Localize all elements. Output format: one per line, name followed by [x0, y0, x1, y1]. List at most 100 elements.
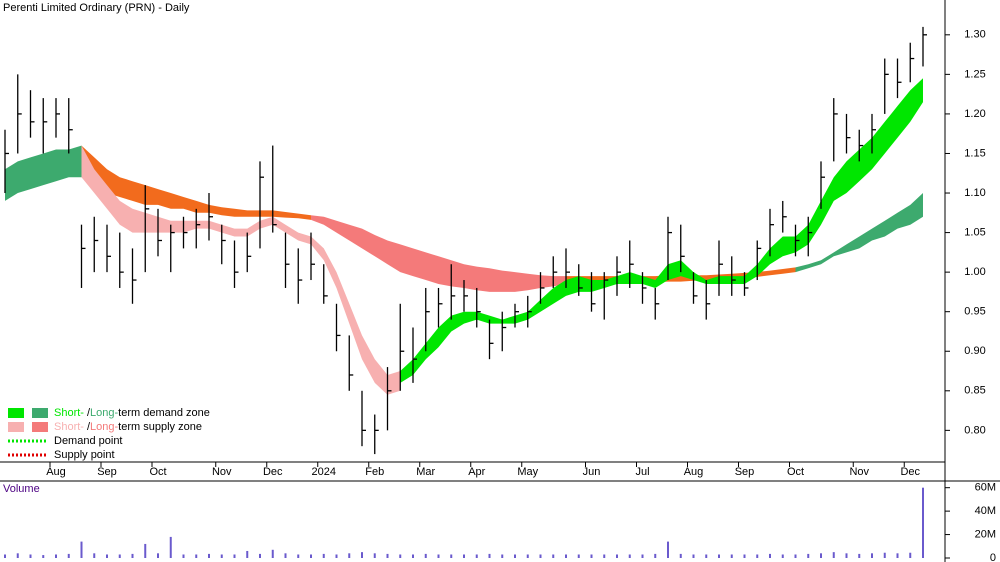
volume-bar: [131, 553, 134, 558]
volume-bar: [730, 554, 733, 558]
y-tick-label: 1.15: [964, 147, 985, 159]
volume-bar: [883, 552, 886, 558]
y-tick-label: 1.20: [964, 108, 985, 120]
y-tick-label: 0: [990, 552, 996, 562]
volume-bar: [437, 554, 440, 558]
volume-bar: [641, 554, 644, 558]
legend-text: Short-: [54, 407, 84, 419]
legend-text: term demand zone: [118, 407, 210, 419]
volume-bar: [565, 554, 567, 558]
legend-text: term supply zone: [118, 421, 202, 433]
x-tick-label: Oct: [787, 466, 804, 478]
zone-band: [311, 215, 566, 292]
y-tick-label: 20M: [975, 528, 996, 540]
volume-bar: [169, 536, 172, 558]
volume-bar: [858, 553, 861, 558]
volume-bar: [807, 553, 810, 558]
y-tick-label: 40M: [975, 505, 996, 517]
volume-bar: [233, 554, 236, 558]
volume-bar: [781, 554, 784, 558]
volume-bar: [603, 554, 606, 558]
volume-bar: [769, 553, 771, 558]
legend-text: Supply point: [54, 449, 115, 461]
volume-bar: [93, 553, 96, 558]
volume-bar: [335, 554, 338, 558]
volume-bar: [16, 553, 19, 558]
volume-bar: [195, 554, 198, 558]
x-tick-label: Jul: [635, 466, 649, 478]
volume-bar: [909, 552, 912, 558]
volume-bar: [220, 554, 223, 558]
volume-bar: [80, 541, 83, 558]
volume-bar: [67, 553, 70, 558]
legend-swatch: [8, 422, 24, 432]
volume-bar: [832, 552, 835, 558]
legend-text: /: [87, 407, 91, 419]
volume-bar: [424, 553, 427, 558]
volume-bar: [463, 554, 465, 558]
volume-bar: [373, 553, 376, 558]
volume-bar: [501, 554, 504, 558]
volume-bar: [246, 550, 249, 558]
legend-text: Long-: [90, 421, 118, 433]
volume-bar: [692, 554, 695, 558]
volume-bar: [42, 555, 45, 558]
x-tick-label: Mar: [416, 466, 435, 478]
volume-bar: [29, 554, 32, 558]
x-tick-label: Nov: [849, 466, 869, 478]
legend-text: /: [87, 421, 91, 433]
y-tick-label: 60M: [975, 482, 996, 494]
x-tick-label: Sep: [97, 466, 117, 478]
volume-bar: [756, 554, 759, 558]
y-tick-label: 1.25: [964, 68, 985, 80]
volume-bar: [144, 543, 147, 558]
legend-label: Short-/Long-term supply zone: [54, 421, 202, 433]
volume-bar: [718, 554, 720, 558]
y-tick-label: 1.10: [964, 187, 985, 199]
volume-bar: [310, 554, 312, 558]
volume-bar: [322, 553, 325, 558]
y-tick-label: 0.85: [964, 385, 985, 397]
volume-bar: [284, 553, 287, 558]
volume-bar: [4, 554, 6, 558]
volume-bar: [259, 553, 261, 558]
volume-bar: [412, 554, 414, 558]
volume-bar: [386, 553, 389, 558]
volume-bar: [820, 553, 822, 558]
volume-bar: [845, 553, 848, 558]
volume-bar: [922, 487, 924, 558]
zone-band: [81, 145, 401, 395]
x-tick-label: Oct: [149, 466, 166, 478]
volume-bar: [577, 554, 580, 558]
volume-bar: [896, 553, 899, 558]
legend-label: Demand point: [54, 435, 123, 447]
volume-bar: [208, 553, 210, 558]
volume-bar: [616, 554, 618, 558]
y-tick-label: 1.05: [964, 226, 985, 238]
volume-bar: [118, 554, 121, 558]
y-tick-label: 0.80: [964, 424, 985, 436]
legend-text: Demand point: [54, 435, 123, 447]
volume-bar: [590, 554, 593, 558]
volume-bar: [514, 554, 516, 558]
volume-bar: [271, 549, 274, 558]
volume-bar: [705, 554, 708, 558]
x-tick-label: 2024: [312, 466, 336, 478]
y-tick-label: 1.00: [964, 266, 985, 278]
volume-bar: [526, 554, 529, 558]
legend-swatch: [8, 408, 24, 418]
x-tick-label: Feb: [365, 466, 384, 478]
x-tick-label: May: [517, 466, 538, 478]
x-tick-label: Sep: [735, 466, 755, 478]
chart-title: Perenti Limited Ordinary (PRN) - Daily: [3, 2, 190, 14]
x-tick-label: Nov: [212, 466, 232, 478]
volume-bar: [654, 553, 657, 558]
y-tick-label: 0.90: [964, 345, 985, 357]
volume-bar: [794, 554, 797, 558]
volume-bar: [348, 553, 351, 558]
volume-bar: [667, 541, 669, 558]
volume-bar: [488, 553, 491, 558]
legend-swatch: [32, 408, 48, 418]
x-tick-label: Apr: [468, 466, 485, 478]
